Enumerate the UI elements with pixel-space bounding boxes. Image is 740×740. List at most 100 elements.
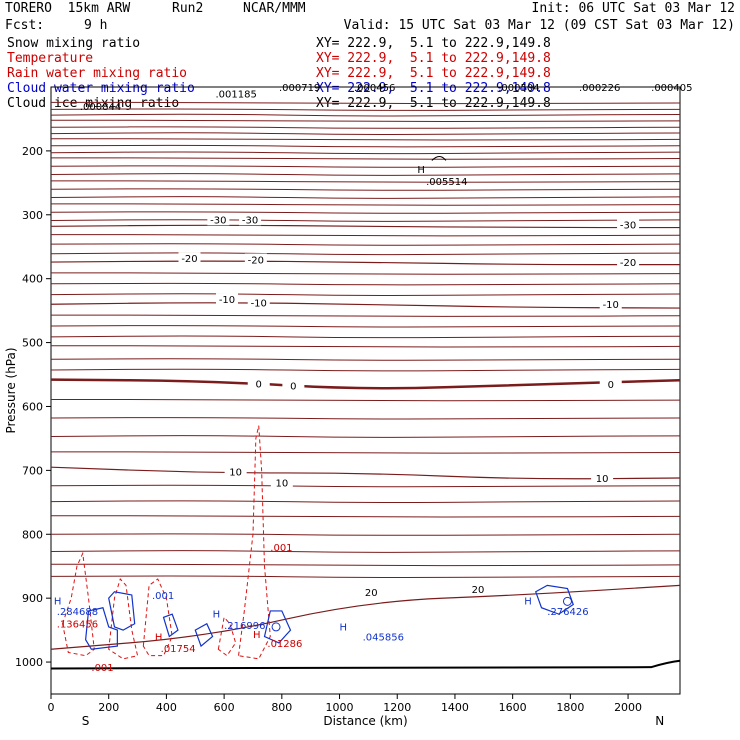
isotherm-label: 0 bbox=[256, 379, 262, 390]
snow-label: .005514 bbox=[426, 177, 467, 188]
cloud-contour-group bbox=[62, 155, 574, 660]
isotherm-group bbox=[50, 101, 681, 670]
background-contour-line bbox=[51, 203, 681, 206]
x-tick-label: 1800 bbox=[556, 701, 584, 714]
background-contour-line bbox=[50, 219, 681, 222]
rain-contour bbox=[237, 425, 271, 660]
x-tick-label: 1200 bbox=[383, 701, 411, 714]
y-tick-label: 800 bbox=[22, 528, 43, 541]
x-end-left-label: S bbox=[82, 714, 90, 728]
y-tick-label: 600 bbox=[22, 400, 43, 413]
cloud-water-contour bbox=[562, 596, 572, 606]
x-tick-label: 800 bbox=[271, 701, 292, 714]
field-temperature-xy: XY= 222.9, 5.1 to 222.9,149.8 bbox=[316, 51, 551, 66]
x-tick-label: 0 bbox=[48, 701, 55, 714]
isotherm-label: -30 bbox=[620, 220, 636, 231]
rain-label: H bbox=[155, 632, 163, 643]
rain-contour bbox=[108, 577, 139, 660]
isotherm-label-bg bbox=[224, 465, 247, 478]
isotherm-label: 20 bbox=[472, 585, 485, 596]
isotherm-label: 0 bbox=[608, 380, 614, 391]
cloud-water-label: .045856 bbox=[363, 632, 404, 643]
background-contour-line bbox=[50, 435, 681, 438]
background-contour-line bbox=[50, 151, 681, 155]
snow-label: H bbox=[417, 165, 425, 176]
isotherm-label-bg bbox=[599, 378, 622, 391]
isotherm-line bbox=[50, 466, 681, 480]
isotherm-label: -10 bbox=[251, 298, 267, 309]
plot-frame bbox=[50, 86, 681, 695]
background-contour-line bbox=[51, 101, 681, 105]
background-contour-line bbox=[51, 272, 681, 275]
field-cloud-water-xy: XY= 222.9, 5.1 to 222.9,149.8 bbox=[316, 81, 551, 96]
isotherm-line bbox=[50, 260, 680, 266]
field-cloud-ice-name: Cloud ice mixing ratio bbox=[7, 96, 180, 111]
rain-contour bbox=[142, 578, 173, 657]
cloud-water-label: H bbox=[524, 597, 532, 608]
rain-label: H bbox=[253, 630, 261, 641]
background-contour-line bbox=[51, 138, 681, 141]
isotherm-line bbox=[50, 302, 681, 309]
background-contour-line bbox=[50, 132, 681, 135]
isotherm-label: -20 bbox=[181, 254, 197, 265]
snow-label: .000456 bbox=[354, 83, 395, 94]
background-contour-line bbox=[50, 368, 681, 372]
snow-label: .001185 bbox=[215, 89, 256, 100]
y-tick-label: 400 bbox=[22, 273, 43, 286]
cloud-water-contour bbox=[108, 591, 136, 631]
snow-label: .000405 bbox=[651, 83, 692, 94]
background-contour-line bbox=[50, 165, 681, 168]
snow-label: .000719 bbox=[279, 83, 320, 94]
y-tick-label: 700 bbox=[22, 464, 43, 477]
org-label: NCAR/MMM bbox=[243, 1, 306, 16]
isotherm-label-bg bbox=[282, 379, 305, 392]
isotherm-label-bg bbox=[247, 296, 270, 309]
background-contour-line bbox=[51, 345, 681, 348]
field-rain-name: Rain water mixing ratio bbox=[7, 66, 188, 81]
field-snow-xy: XY= 222.9, 5.1 to 222.9,149.8 bbox=[316, 36, 551, 51]
y-tick-label: 200 bbox=[22, 145, 43, 158]
cloud-water-label: .001 bbox=[152, 591, 174, 602]
isotherm-label: -30 bbox=[242, 215, 258, 226]
cloud-water-contour bbox=[85, 607, 118, 650]
isotherm-label-bg bbox=[239, 213, 262, 226]
background-contour-line bbox=[50, 500, 681, 504]
background-contour-line bbox=[50, 252, 681, 256]
snow-max-contour bbox=[431, 155, 447, 161]
background-contour-line bbox=[51, 314, 681, 317]
background-contour-line bbox=[51, 398, 681, 402]
y-tick-label: 1000 bbox=[15, 656, 43, 669]
isotherm-line bbox=[50, 584, 681, 650]
cloud-water-label: .284688 bbox=[57, 607, 98, 618]
background-contour-line bbox=[50, 563, 681, 567]
isotherm-label-bg bbox=[247, 377, 270, 390]
isotherm-label: 10 bbox=[275, 479, 288, 490]
background-contour-line bbox=[50, 144, 681, 148]
cloud-water-contour bbox=[162, 613, 179, 638]
isotherm-label: -30 bbox=[210, 215, 226, 226]
x-tick-label: 1600 bbox=[499, 701, 527, 714]
cloud-water-contour bbox=[271, 622, 281, 632]
background-contour-line bbox=[50, 417, 681, 420]
isotherm-label-bg bbox=[360, 585, 383, 598]
isotherm-label: -20 bbox=[248, 256, 264, 267]
y-tick-label: 500 bbox=[22, 337, 43, 350]
background-contour-line bbox=[50, 196, 681, 199]
background-contour-line bbox=[51, 180, 681, 183]
isotherm-label-bg bbox=[270, 476, 293, 489]
valid-time: Valid: 15 UTC Sat 03 Mar 12 (09 CST Sat … bbox=[343, 18, 735, 33]
cloud-water-label: H bbox=[340, 622, 348, 633]
axes-group: 0 200 400 600 800 1000 1200 1400 1600 1800 2000200… bbox=[4, 145, 664, 728]
terrain-line bbox=[50, 659, 681, 670]
background-contour-line bbox=[51, 157, 681, 160]
cloud-water-label: .216996 bbox=[224, 621, 265, 632]
x-tick-label: 400 bbox=[156, 701, 177, 714]
field-cloud-water-name: Cloud water mixing ratio bbox=[7, 81, 195, 96]
forecast-label: Fcst: bbox=[5, 18, 45, 33]
background-contour-line bbox=[50, 325, 681, 328]
isotherm-label-bg bbox=[178, 252, 201, 265]
rain-label: .136456 bbox=[57, 620, 98, 631]
isotherm-label-bg bbox=[617, 256, 640, 269]
isotherm-label: 10 bbox=[229, 468, 242, 479]
